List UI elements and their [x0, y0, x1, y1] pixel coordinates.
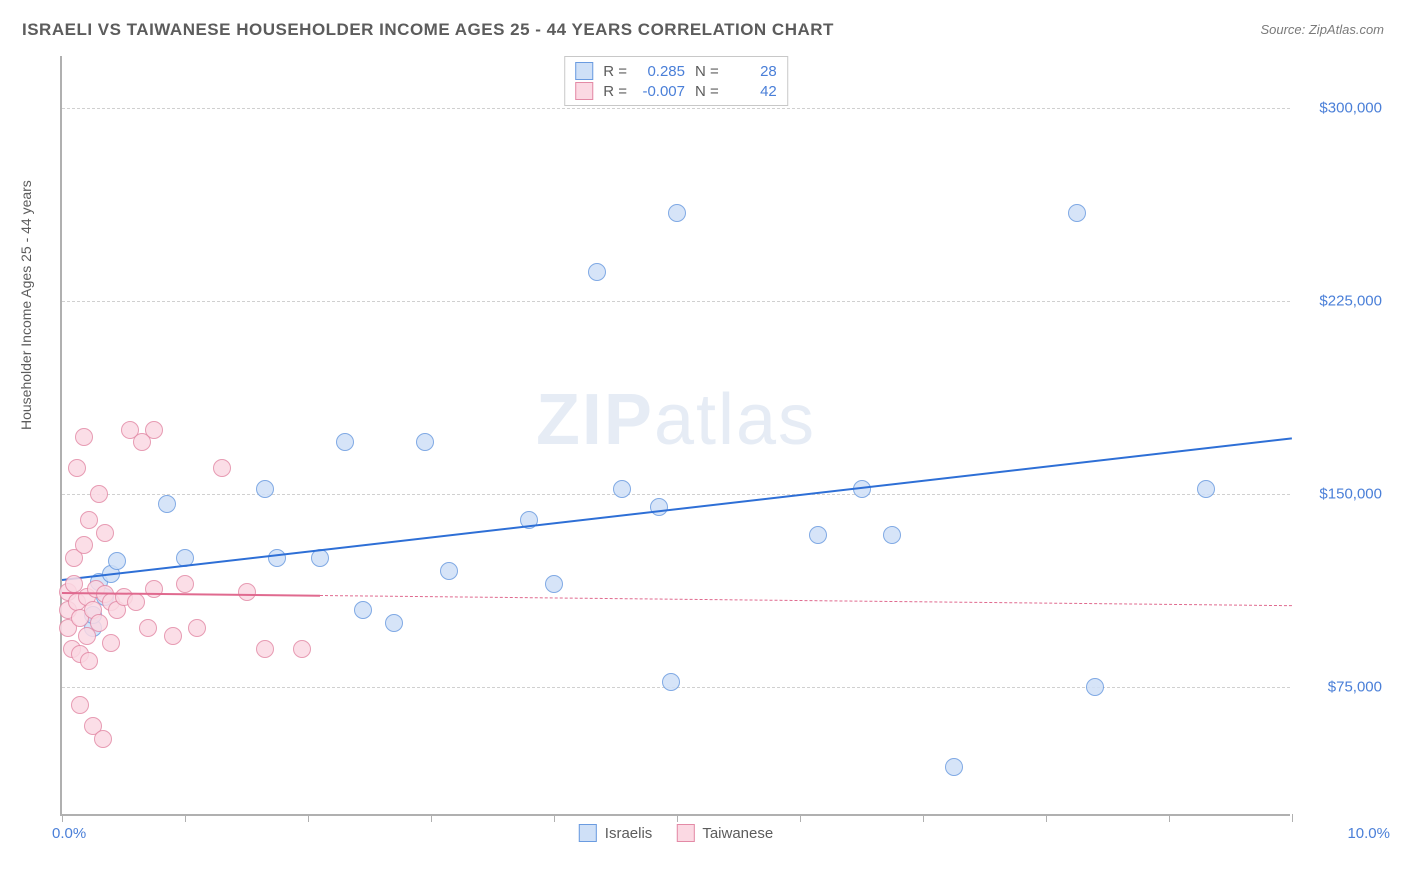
- y-axis-label: Householder Income Ages 25 - 44 years: [18, 180, 34, 430]
- x-tick: [431, 814, 432, 822]
- data-point: [213, 459, 231, 477]
- gridline: [62, 301, 1290, 302]
- x-tick: [1169, 814, 1170, 822]
- n-value-taiwanese: 42: [729, 83, 777, 100]
- data-point: [588, 263, 606, 281]
- data-point: [80, 511, 98, 529]
- gridline: [62, 494, 1290, 495]
- data-point: [176, 575, 194, 593]
- data-point: [945, 758, 963, 776]
- data-point: [75, 428, 93, 446]
- r-label: R =: [603, 83, 627, 100]
- x-axis-min-label: 0.0%: [52, 825, 86, 842]
- x-axis-max-label: 10.0%: [1347, 825, 1390, 842]
- trend-line: [62, 437, 1292, 581]
- y-tick-label: $300,000: [1297, 99, 1382, 116]
- data-point: [883, 526, 901, 544]
- data-point: [68, 459, 86, 477]
- data-point: [188, 619, 206, 637]
- data-point: [90, 614, 108, 632]
- data-point: [238, 583, 256, 601]
- plot-area: ZIPatlas R = 0.285 N = 28 R = -0.007 N =…: [60, 56, 1290, 816]
- legend-label-taiwanese: Taiwanese: [702, 825, 773, 842]
- stats-row-israelis: R = 0.285 N = 28: [575, 61, 777, 81]
- data-point: [94, 730, 112, 748]
- data-point: [293, 640, 311, 658]
- x-tick: [923, 814, 924, 822]
- data-point: [145, 580, 163, 598]
- chart-container: ISRAELI VS TAIWANESE HOUSEHOLDER INCOME …: [0, 0, 1406, 892]
- y-tick-label: $150,000: [1297, 485, 1382, 502]
- data-point: [108, 552, 126, 570]
- r-label: R =: [603, 63, 627, 80]
- watermark-bold: ZIP: [536, 380, 654, 460]
- x-tick: [554, 814, 555, 822]
- x-tick: [1292, 814, 1293, 822]
- data-point: [164, 627, 182, 645]
- x-tick: [677, 814, 678, 822]
- data-point: [354, 601, 372, 619]
- r-value-taiwanese: -0.007: [637, 83, 685, 100]
- data-point: [80, 652, 98, 670]
- watermark: ZIPatlas: [536, 379, 816, 461]
- n-label: N =: [695, 83, 719, 100]
- legend-item-israelis: Israelis: [579, 824, 653, 842]
- data-point: [336, 433, 354, 451]
- x-tick: [185, 814, 186, 822]
- x-tick: [1046, 814, 1047, 822]
- legend-swatch-israelis: [579, 824, 597, 842]
- data-point: [1068, 204, 1086, 222]
- data-point: [90, 485, 108, 503]
- y-tick-label: $225,000: [1297, 292, 1382, 309]
- legend-label-israelis: Israelis: [605, 825, 653, 842]
- x-tick: [62, 814, 63, 822]
- swatch-israelis: [575, 62, 593, 80]
- data-point: [613, 480, 631, 498]
- r-value-israelis: 0.285: [637, 63, 685, 80]
- x-tick: [308, 814, 309, 822]
- data-point: [650, 498, 668, 516]
- data-point: [145, 421, 163, 439]
- watermark-light: atlas: [654, 380, 816, 460]
- data-point: [256, 640, 274, 658]
- data-point: [668, 204, 686, 222]
- data-point: [416, 433, 434, 451]
- x-tick: [800, 814, 801, 822]
- data-point: [139, 619, 157, 637]
- source-attribution: Source: ZipAtlas.com: [1260, 22, 1384, 37]
- data-point: [75, 536, 93, 554]
- legend: Israelis Taiwanese: [579, 824, 773, 842]
- data-point: [1197, 480, 1215, 498]
- n-label: N =: [695, 63, 719, 80]
- data-point: [71, 696, 89, 714]
- stats-box: R = 0.285 N = 28 R = -0.007 N = 42: [564, 56, 788, 106]
- data-point: [809, 526, 827, 544]
- swatch-taiwanese: [575, 82, 593, 100]
- gridline: [62, 108, 1290, 109]
- y-tick-label: $75,000: [1297, 679, 1382, 696]
- chart-title: ISRAELI VS TAIWANESE HOUSEHOLDER INCOME …: [22, 20, 834, 40]
- data-point: [440, 562, 458, 580]
- data-point: [662, 673, 680, 691]
- data-point: [545, 575, 563, 593]
- data-point: [1086, 678, 1104, 696]
- stats-row-taiwanese: R = -0.007 N = 42: [575, 81, 777, 101]
- data-point: [256, 480, 274, 498]
- legend-item-taiwanese: Taiwanese: [676, 824, 773, 842]
- data-point: [385, 614, 403, 632]
- data-point: [268, 549, 286, 567]
- n-value-israelis: 28: [729, 63, 777, 80]
- data-point: [311, 549, 329, 567]
- legend-swatch-taiwanese: [676, 824, 694, 842]
- trend-line-extrapolated: [320, 595, 1292, 606]
- data-point: [96, 524, 114, 542]
- data-point: [102, 634, 120, 652]
- data-point: [158, 495, 176, 513]
- data-point: [127, 593, 145, 611]
